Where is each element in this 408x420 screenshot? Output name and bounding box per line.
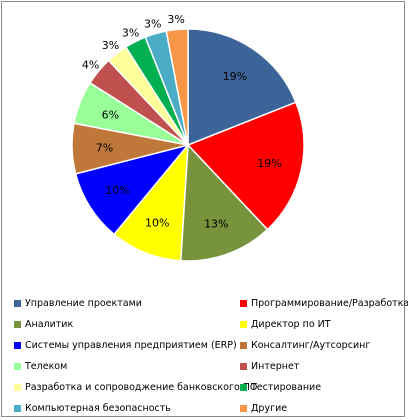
slice-data-label: 7% bbox=[96, 142, 113, 155]
legend-item: Другие bbox=[240, 399, 400, 418]
legend-label: Аналитик bbox=[25, 318, 74, 330]
legend-label: Другие bbox=[251, 402, 288, 414]
legend-item: Компьютерная безопасность bbox=[14, 399, 240, 418]
legend-swatch bbox=[240, 300, 247, 307]
legend-swatch bbox=[240, 384, 247, 391]
legend-item: Интернет bbox=[240, 357, 400, 376]
pie-slice bbox=[113, 142, 189, 262]
slice-data-label: 6% bbox=[102, 108, 119, 121]
legend-item: Системы управления предприятием (ERP) bbox=[14, 336, 240, 355]
legend-swatch bbox=[240, 342, 247, 349]
legend-item: Управление проектами bbox=[14, 294, 240, 313]
legend-label: Программирование/Разработка bbox=[251, 297, 408, 309]
slice-data-label: 10% bbox=[105, 184, 129, 197]
legend-label: Тестирование bbox=[251, 381, 322, 393]
slice-data-label: 4% bbox=[82, 58, 99, 71]
slice-data-label: 10% bbox=[145, 217, 169, 230]
legend-swatch bbox=[14, 384, 21, 391]
pie-slice bbox=[187, 28, 297, 147]
legend-swatch bbox=[240, 363, 247, 370]
slice-data-label: 3% bbox=[122, 26, 139, 39]
legend-item: Тестирование bbox=[240, 378, 400, 397]
slice-data-label: 13% bbox=[204, 218, 228, 231]
legend-label: Телеком bbox=[25, 360, 68, 372]
pie-slice bbox=[179, 143, 269, 262]
slice-data-label: 19% bbox=[257, 157, 281, 170]
pie-chart: 19%19%13%10%10%7%6%4%3%3%3% 3% bbox=[71, 13, 305, 262]
legend-item: Директор по ИТ bbox=[240, 315, 400, 334]
legend-label: Компьютерная безопасность bbox=[25, 402, 171, 414]
legend-item: Программирование/Разработка bbox=[240, 294, 408, 313]
legend-label: Директор по ИТ bbox=[251, 318, 331, 330]
legend-label: Управление проектами bbox=[25, 297, 142, 309]
slice-data-label: 3% bbox=[144, 18, 161, 31]
legend-swatch bbox=[14, 300, 21, 307]
legend-label: Интернет bbox=[251, 360, 300, 372]
pie-slice bbox=[165, 28, 189, 146]
legend-swatch bbox=[14, 405, 21, 412]
legend-item: Консалтинг/Аутсорсинг bbox=[240, 336, 400, 355]
slice-data-label: 3% bbox=[167, 13, 184, 26]
legend-item: Разработка и сопроводжение банковского П… bbox=[14, 378, 257, 397]
chart-legend: Управление проектами Программирование/Раз… bbox=[14, 294, 408, 418]
legend-swatch bbox=[14, 363, 21, 370]
legend-swatch bbox=[14, 342, 21, 349]
legend-swatch bbox=[240, 405, 247, 412]
slice-data-label: 3% bbox=[102, 39, 119, 52]
legend-swatch bbox=[14, 321, 21, 328]
legend-label: Системы управления предприятием (ERP) bbox=[25, 339, 237, 351]
legend-item: Аналитик bbox=[14, 315, 240, 334]
legend-label: Разработка и сопроводжение банковского П… bbox=[25, 381, 258, 393]
legend-swatch bbox=[240, 321, 247, 328]
legend-label: Консалтинг/Аутсорсинг bbox=[251, 339, 371, 351]
pie-slice bbox=[186, 101, 305, 231]
legend-item: Телеком bbox=[14, 357, 240, 376]
slice-data-label: 19% bbox=[223, 70, 247, 83]
